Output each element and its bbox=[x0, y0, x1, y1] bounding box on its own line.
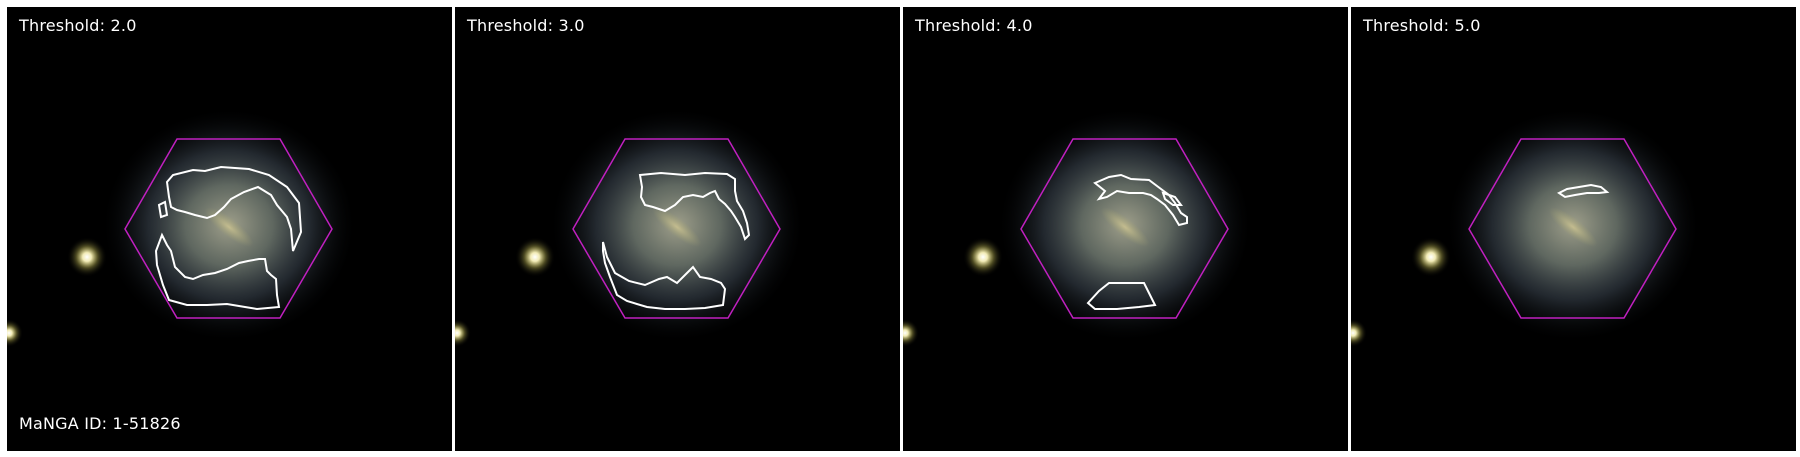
manga-id-label: MaNGA ID: 1-51826 bbox=[19, 414, 181, 433]
contour-line bbox=[638, 171, 751, 241]
star bbox=[1411, 237, 1451, 277]
contour-line bbox=[1086, 282, 1157, 310]
star bbox=[455, 319, 471, 347]
galaxy-image bbox=[1351, 7, 1796, 451]
star bbox=[963, 237, 1003, 277]
star bbox=[903, 319, 919, 347]
galaxy-bar bbox=[652, 207, 702, 247]
galaxy-bar bbox=[204, 207, 254, 247]
contour-line bbox=[157, 165, 303, 252]
star bbox=[67, 237, 107, 277]
threshold-label: Threshold: 3.0 bbox=[467, 16, 585, 35]
ifu-hexagon bbox=[124, 138, 333, 319]
threshold-label: Threshold: 4.0 bbox=[915, 16, 1033, 35]
galaxy-bar bbox=[1548, 207, 1598, 247]
ifu-hexagon bbox=[1468, 138, 1677, 319]
image-panel-threshold-5: Threshold: 5.0 bbox=[1351, 7, 1796, 451]
image-panel-threshold-3: Threshold: 3.0 bbox=[455, 7, 900, 451]
ifu-hexagon bbox=[1020, 138, 1229, 319]
galaxy-image bbox=[903, 7, 1348, 451]
threshold-label: Threshold: 2.0 bbox=[19, 16, 137, 35]
galaxy-bar bbox=[1100, 207, 1150, 247]
contour-line bbox=[602, 241, 727, 310]
image-panel-threshold-2: Threshold: 2.0 MaNGA ID: 1-51826 bbox=[7, 7, 452, 451]
image-panel-threshold-4: Threshold: 4.0 bbox=[903, 7, 1348, 451]
contour-line bbox=[1557, 183, 1610, 199]
star bbox=[515, 237, 555, 277]
star bbox=[7, 319, 23, 347]
galaxy-image bbox=[455, 7, 900, 451]
star bbox=[1351, 319, 1367, 347]
contour-line bbox=[154, 232, 281, 311]
galaxy-image bbox=[7, 7, 452, 451]
contour-line bbox=[1093, 173, 1188, 227]
ifu-hexagon bbox=[572, 138, 781, 319]
threshold-label: Threshold: 5.0 bbox=[1363, 16, 1481, 35]
